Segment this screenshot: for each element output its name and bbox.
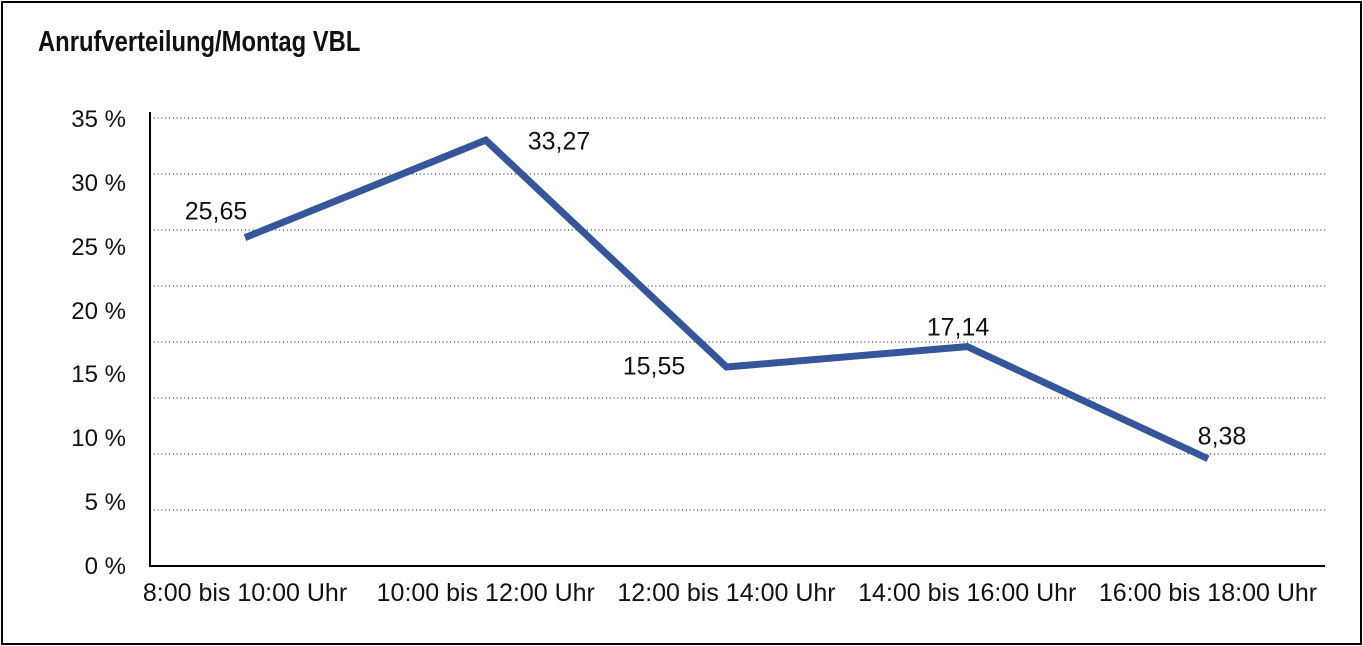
y-tick-label: 15 % bbox=[71, 361, 126, 389]
data-value-label: 8,38 bbox=[1197, 422, 1247, 451]
y-tick-label: 5 % bbox=[84, 489, 126, 517]
y-tick-label: 10 % bbox=[71, 425, 126, 453]
x-tick-label: 8:00 bis 10:00 Uhr bbox=[142, 579, 348, 607]
y-tick-label: 25 % bbox=[71, 233, 126, 261]
data-value-label: 33,27 bbox=[527, 127, 591, 156]
x-tick-label: 10:00 bis 12:00 Uhr bbox=[376, 579, 595, 607]
data-line bbox=[243, 136, 1210, 462]
chart-title: Anrufverteilung/Montag VBL bbox=[38, 26, 361, 58]
x-tick-label: 12:00 bis 14:00 Uhr bbox=[617, 579, 836, 607]
y-tick-label: 0 % bbox=[84, 553, 126, 580]
data-value-label: 17,14 bbox=[926, 313, 990, 342]
x-tick-label: 16:00 bis 18:00 Uhr bbox=[1098, 579, 1318, 607]
data-value-label: 15,55 bbox=[622, 352, 686, 381]
y-tick-label: 30 % bbox=[71, 169, 126, 197]
data-value-label: 25,65 bbox=[184, 197, 248, 226]
y-tick-label: 35 % bbox=[71, 106, 126, 133]
y-tick-label: 20 % bbox=[71, 297, 126, 325]
x-tick-label: 14:00 bis 16:00 Uhr bbox=[858, 579, 1077, 607]
